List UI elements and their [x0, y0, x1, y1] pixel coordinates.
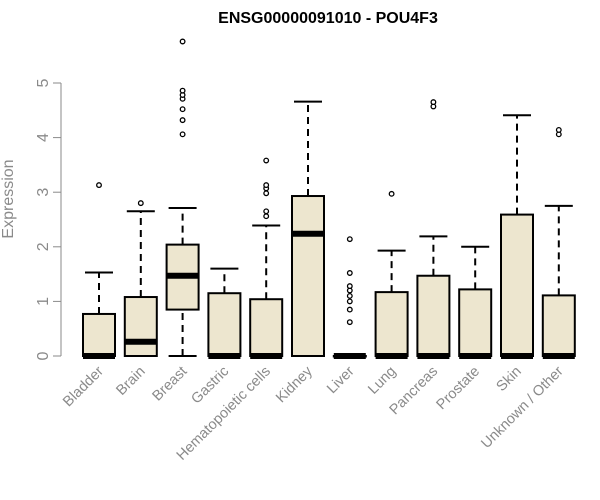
box-hematopoietic-cells: [249, 157, 284, 359]
box-lung: [374, 190, 409, 359]
outlier-point: [179, 117, 186, 124]
y-axis-label: Expression: [0, 159, 17, 238]
outlier-point: [263, 190, 270, 197]
outlier-point: [346, 298, 353, 305]
iqr-box: [82, 312, 116, 358]
box-kidney: [291, 100, 325, 357]
box-gastric: [207, 267, 242, 359]
x-tick-label: Bladder: [60, 363, 107, 410]
outlier-point: [388, 190, 395, 197]
outlier-point: [346, 292, 353, 299]
x-tick-label: Kidney: [273, 363, 316, 406]
y-tick-label: 2: [35, 242, 52, 251]
outlier-point: [96, 182, 102, 189]
outlier-point: [179, 106, 186, 113]
outlier-point: [346, 306, 353, 313]
box-liver: [332, 236, 367, 359]
x-tick-label: Skin: [494, 364, 525, 395]
box-pancreas: [416, 99, 451, 359]
x-tick-label: Lung: [365, 364, 399, 398]
outlier-point: [179, 87, 186, 94]
y-tick-label: 4: [35, 133, 52, 142]
box-series: [82, 38, 576, 359]
iqr-box: [416, 274, 451, 358]
outlier-point: [430, 99, 437, 106]
iqr-box: [123, 296, 158, 358]
x-tick-label: Brain: [113, 364, 148, 399]
outlier-point: [555, 127, 562, 133]
y-axis: 0 1 2 3 4 5: [35, 78, 62, 360]
box-bladder: [82, 182, 116, 359]
outlier-point: [137, 200, 144, 207]
chart-title: ENSG00000091010 - POU4F3: [218, 10, 438, 27]
y-tick-label: 3: [35, 188, 52, 197]
box-prostate: [458, 245, 493, 359]
outlier-point: [346, 270, 353, 276]
y-tick-label: 5: [35, 78, 52, 87]
iqr-box: [374, 291, 409, 358]
box-breast: [165, 38, 200, 357]
outlier-point: [263, 208, 270, 215]
y-tick-label: 1: [35, 297, 52, 306]
outlier-point: [346, 236, 353, 243]
outlier-point: [179, 131, 186, 138]
outlier-point: [263, 213, 270, 220]
iqr-box: [458, 288, 493, 357]
box-brain: [123, 200, 158, 358]
iqr-box: [541, 294, 576, 358]
iqr-box: [207, 292, 242, 357]
iqr-box: [291, 195, 325, 357]
outlier-point: [346, 319, 353, 326]
box-skin: [500, 114, 534, 359]
outlier-point: [263, 182, 270, 189]
x-tick-label: Breast: [149, 364, 190, 405]
iqr-box: [500, 213, 534, 357]
y-tick-label: 0: [35, 351, 52, 360]
outlier-point: [263, 157, 270, 164]
x-tick-label: Prostate: [434, 364, 483, 413]
x-tick-label: Liver: [324, 363, 358, 397]
box-unknown-other: [541, 127, 576, 359]
outlier-point: [346, 283, 353, 290]
outlier-point: [179, 38, 186, 45]
iqr-box: [249, 298, 284, 358]
